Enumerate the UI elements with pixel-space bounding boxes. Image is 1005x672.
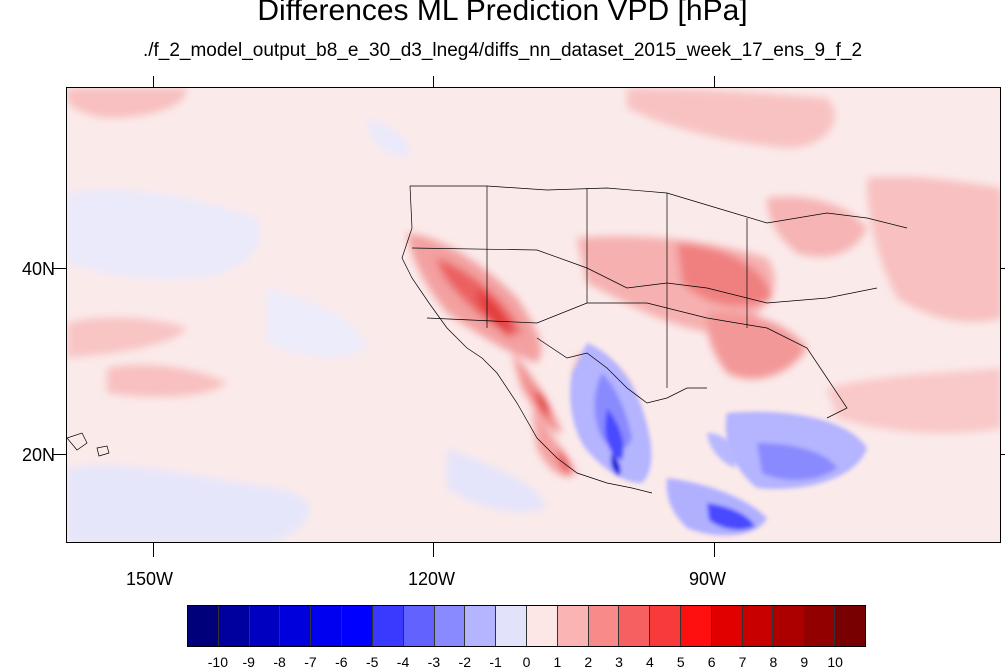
tick-right-20n bbox=[1001, 454, 1005, 455]
lon-label-90w: 90W bbox=[689, 569, 727, 589]
color-scale-label: 0 bbox=[522, 654, 531, 670]
color-scale-label: 3 bbox=[615, 654, 623, 670]
color-scale-swatch bbox=[711, 606, 743, 646]
map-title: Differences ML Prediction VPD [hPa] bbox=[257, 0, 748, 27]
color-scale-label: 1 bbox=[553, 654, 562, 670]
tick-bottom-90w bbox=[714, 543, 715, 557]
map-subtitle: ./f_2_model_output_b8_e_30_d3_lneg4/diff… bbox=[142, 40, 863, 61]
color-scale-label: -2 bbox=[458, 654, 471, 670]
color-scale-label: 9 bbox=[800, 654, 809, 670]
color-scale-label: -7 bbox=[304, 654, 317, 670]
color-scale-label: -10 bbox=[207, 654, 228, 670]
color-scale-swatch bbox=[218, 606, 250, 646]
color-scale-swatch bbox=[280, 606, 312, 646]
lat-label-40n: 40N bbox=[22, 259, 56, 279]
color-scale-label: -8 bbox=[273, 654, 286, 670]
color-scale-swatch bbox=[773, 606, 805, 646]
color-scale-swatch bbox=[403, 606, 435, 646]
color-scale-swatch bbox=[188, 606, 219, 646]
color-scale-swatch bbox=[249, 606, 281, 646]
tick-bottom-150w bbox=[153, 543, 154, 557]
negative-regions-mexico bbox=[570, 343, 867, 536]
color-scale-label: 4 bbox=[646, 654, 654, 670]
color-scale-label: -6 bbox=[335, 654, 348, 670]
lon-label-120w: 120W bbox=[408, 569, 456, 589]
color-scale-swatch bbox=[372, 606, 404, 646]
color-scale-swatch bbox=[619, 606, 651, 646]
color-scale-swatch bbox=[465, 606, 497, 646]
color-scale-swatch bbox=[650, 606, 681, 646]
tick-bottom-120w bbox=[433, 543, 434, 557]
color-scale-swatch bbox=[835, 606, 865, 646]
tick-left-20n bbox=[52, 454, 66, 455]
color-scale-swatch bbox=[526, 606, 558, 646]
tick-top-120w bbox=[433, 76, 434, 87]
tick-right-40n bbox=[1001, 268, 1005, 269]
color-scale-swatch bbox=[681, 606, 712, 646]
lon-label-150w: 150W bbox=[126, 569, 174, 589]
color-scale-label: 8 bbox=[769, 654, 778, 670]
color-scale-swatch bbox=[588, 606, 620, 646]
color-scale-bar bbox=[187, 605, 866, 647]
tick-top-90w bbox=[714, 76, 715, 87]
color-scale-label: 2 bbox=[584, 654, 593, 670]
color-scale-label: 5 bbox=[676, 654, 685, 670]
color-scale-swatch bbox=[804, 606, 836, 646]
color-scale-swatch bbox=[742, 606, 774, 646]
positive-regions bbox=[67, 88, 1000, 477]
color-scale-label: -3 bbox=[427, 654, 441, 670]
color-scale-swatch bbox=[496, 606, 527, 646]
color-scale-label: 7 bbox=[738, 654, 747, 670]
color-scale-label: -4 bbox=[396, 654, 410, 670]
color-scale-label: 6 bbox=[707, 654, 716, 670]
color-scale-swatch bbox=[342, 606, 373, 646]
color-scale-label: -9 bbox=[242, 654, 255, 670]
color-scale-swatch bbox=[557, 606, 589, 646]
color-scale-label: -5 bbox=[365, 654, 379, 670]
color-scale-swatch bbox=[434, 606, 466, 646]
pacific-negative-regions bbox=[67, 118, 547, 542]
color-scale-labels: -10 -9 -8 -7 -6 -5 -4 -3 -2 -1 0 1 2 3 4 5 6 7 8 9 10 bbox=[0, 654, 1005, 672]
color-scale-swatch bbox=[311, 606, 343, 646]
color-scale-label: -1 bbox=[489, 654, 502, 670]
lat-label-20n: 20N bbox=[22, 445, 56, 465]
color-scale-label: 10 bbox=[827, 654, 843, 670]
tick-left-40n bbox=[52, 268, 66, 269]
vpd-difference-field bbox=[67, 88, 1000, 542]
map-plot-area bbox=[66, 87, 1001, 543]
tick-top-150w bbox=[153, 76, 154, 87]
coastlines-and-borders bbox=[67, 185, 908, 494]
